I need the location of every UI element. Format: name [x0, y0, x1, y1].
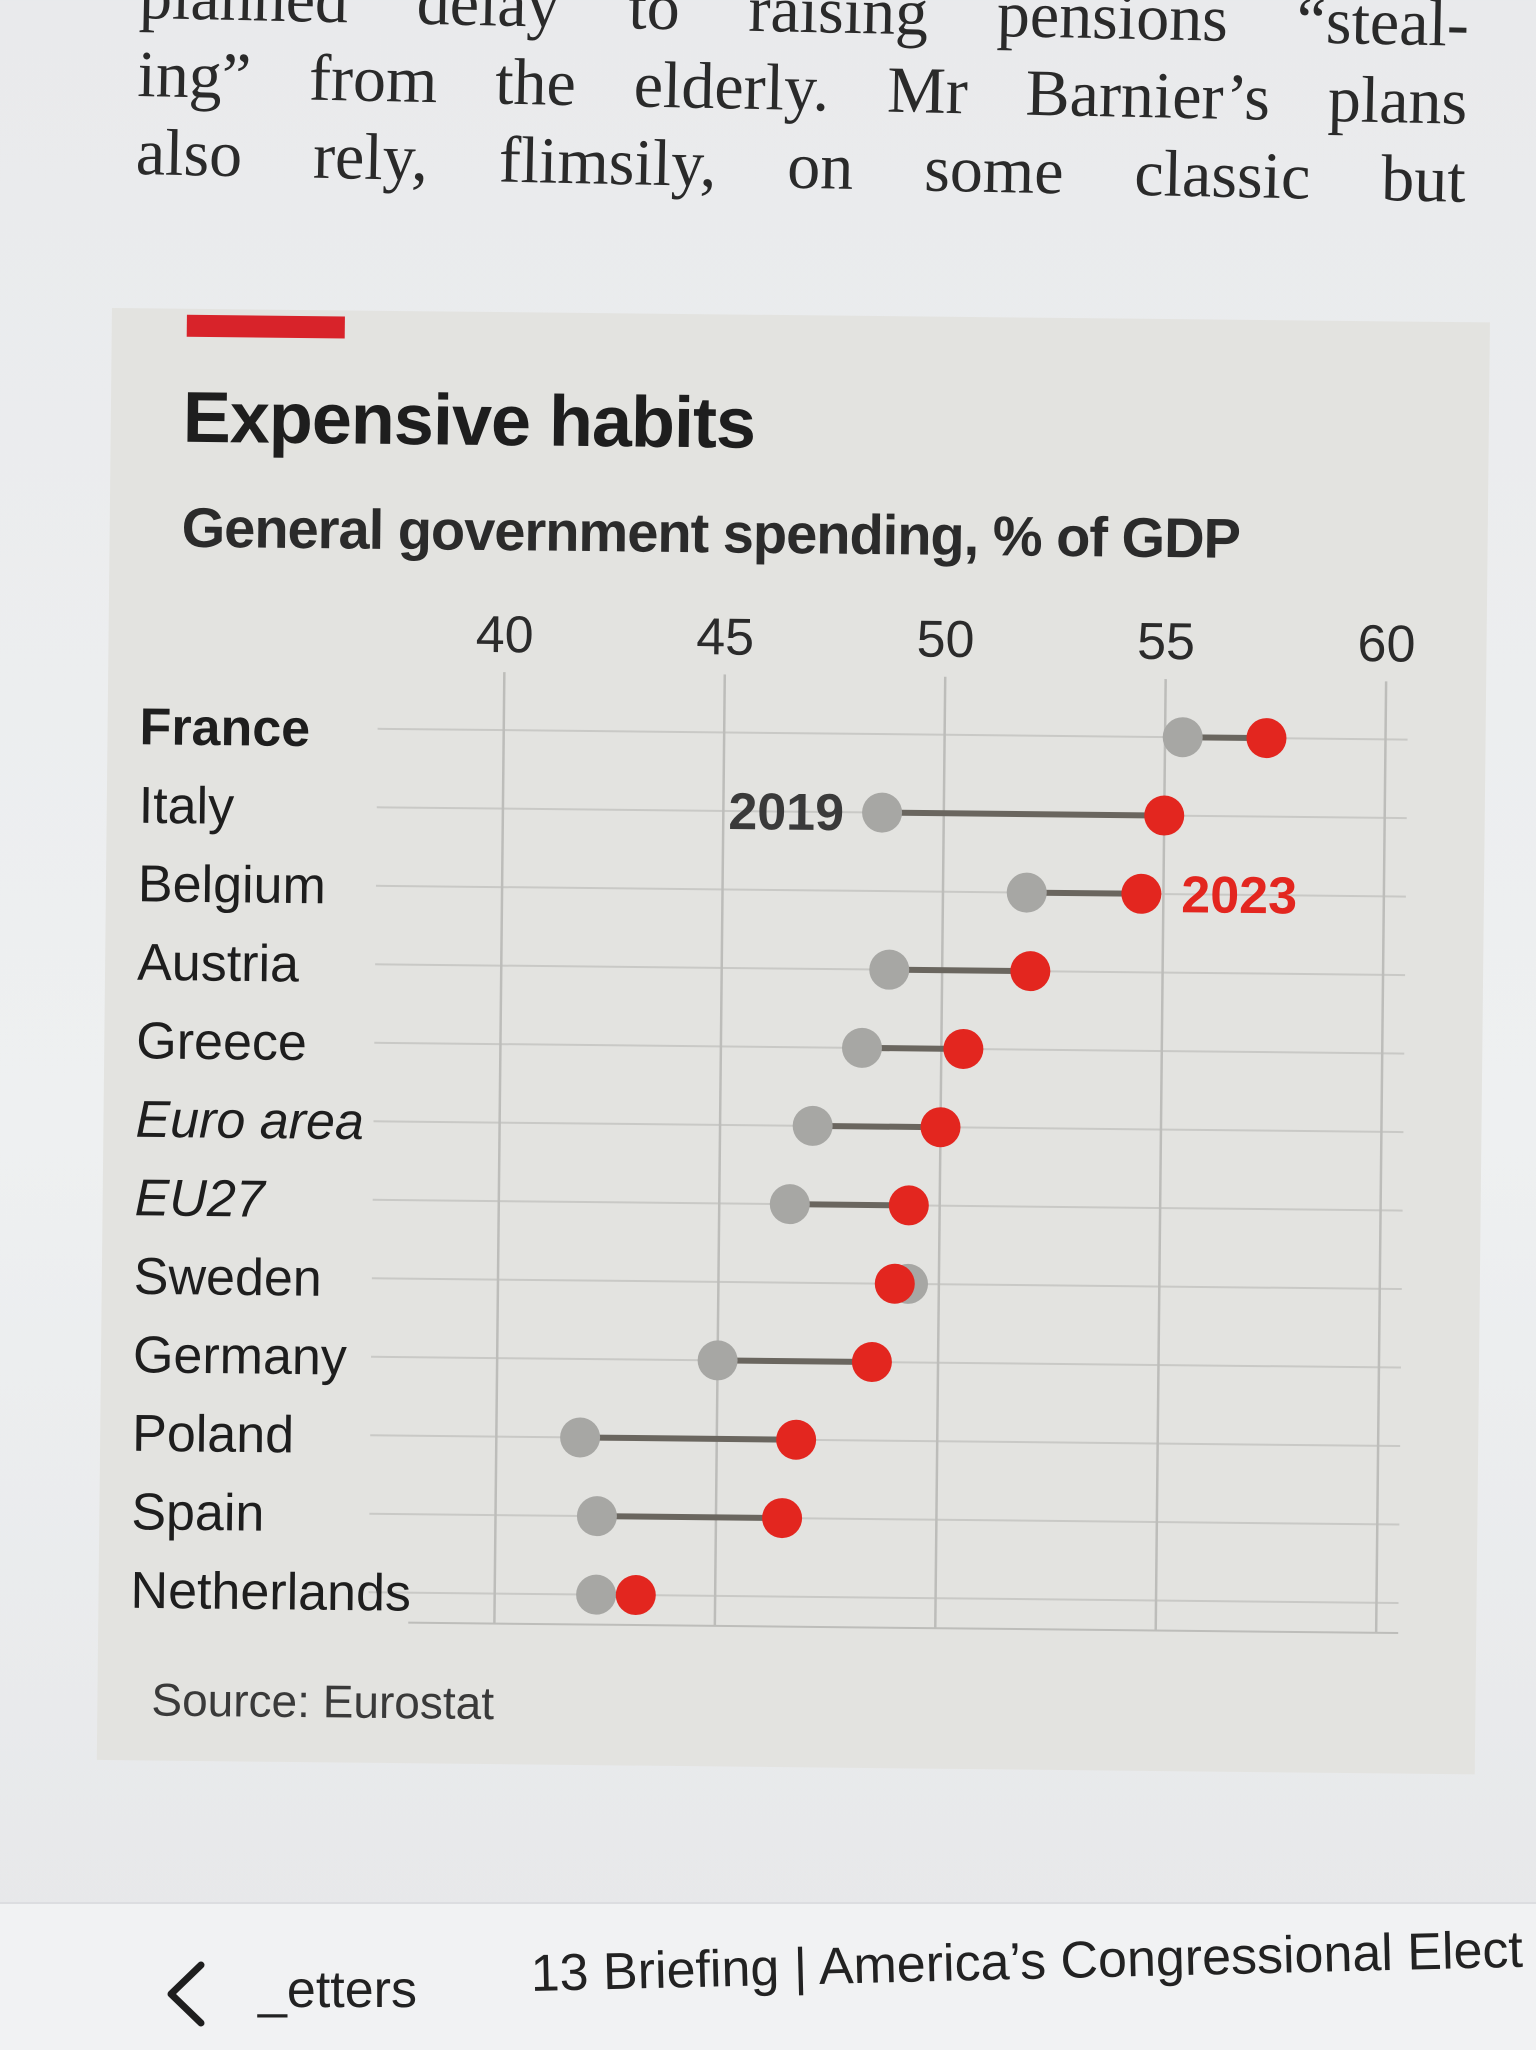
x-tick-label: 40: [476, 606, 534, 665]
dot-2019: [869, 949, 909, 989]
dot-2019: [560, 1417, 600, 1457]
country-label: Austria: [137, 934, 300, 994]
x-gridline: [715, 674, 725, 1625]
range-connector: [580, 1437, 796, 1439]
chevron-left-icon: [163, 1959, 207, 2029]
dot-2023: [762, 1498, 802, 1538]
country-label: Belgium: [138, 855, 326, 915]
chart-source: Source: Eurostat: [151, 1672, 494, 1730]
dot-2023: [1246, 718, 1286, 758]
range-connector: [889, 970, 1030, 971]
range-connector: [718, 1360, 872, 1362]
country-label: Euro area: [135, 1091, 364, 1151]
annotation-2019: 2019: [728, 783, 844, 842]
dot-2023: [1121, 874, 1161, 914]
dot-2019: [792, 1106, 832, 1146]
x-tick-label: 50: [916, 610, 974, 669]
row-gridline: [370, 1435, 1400, 1446]
country-label: Greece: [136, 1012, 307, 1072]
country-label: Poland: [132, 1405, 295, 1465]
dot-2023: [943, 1029, 983, 1069]
dot-2019: [770, 1184, 810, 1224]
dot-2023: [616, 1575, 656, 1615]
country-label: Sweden: [134, 1248, 323, 1308]
article-text: planned delay to raising pensions “steal…: [135, 0, 1470, 220]
next-section-link[interactable]: 13 Briefing | America’s Congressional El…: [530, 1920, 1524, 2004]
row-gridline: [369, 1592, 1399, 1603]
country-label: France: [139, 698, 310, 758]
previous-section-link[interactable]: _etters: [258, 1960, 417, 2020]
x-tick-label: 60: [1357, 615, 1415, 674]
dot-2023: [1010, 951, 1050, 991]
dot-2023: [889, 1185, 929, 1225]
dot-2023: [852, 1342, 892, 1382]
x-tick-label: 45: [696, 608, 754, 667]
x-gridline: [494, 672, 504, 1623]
dot-2019: [576, 1574, 616, 1614]
dot-2019: [1007, 872, 1047, 912]
chart-card: Expensive habits General government spen…: [97, 308, 1490, 1774]
dot-2019: [862, 792, 902, 832]
row-gridline: [369, 1514, 1399, 1525]
dot-2019: [1162, 717, 1202, 757]
country-label: Spain: [131, 1483, 265, 1542]
x-gridline: [935, 677, 945, 1628]
dot-2019: [577, 1496, 617, 1536]
range-connector: [597, 1516, 782, 1518]
country-label: Netherlands: [130, 1562, 411, 1623]
country-label: EU27: [134, 1169, 267, 1228]
country-label: Germany: [133, 1326, 347, 1386]
dot-2019: [697, 1340, 737, 1380]
x-gridline: [1376, 681, 1386, 1632]
dot-2019: [842, 1028, 882, 1068]
dot-2023: [920, 1107, 960, 1147]
x-axis-line: [408, 1623, 1398, 1633]
dot-2023: [1144, 795, 1184, 835]
range-connector: [882, 813, 1164, 816]
country-label: Italy: [138, 777, 234, 836]
x-tick-label: 55: [1137, 613, 1195, 672]
annotation-2023: 2023: [1181, 866, 1297, 925]
bottom-nav-bar: _etters 13 Briefing | America’s Congress…: [0, 1902, 1536, 2050]
dot-plot: 40 45 50 55 60 France Italy Belgium Austria Greec…: [97, 308, 1490, 1774]
dot-2023: [776, 1420, 816, 1460]
back-button[interactable]: [150, 1954, 220, 2034]
